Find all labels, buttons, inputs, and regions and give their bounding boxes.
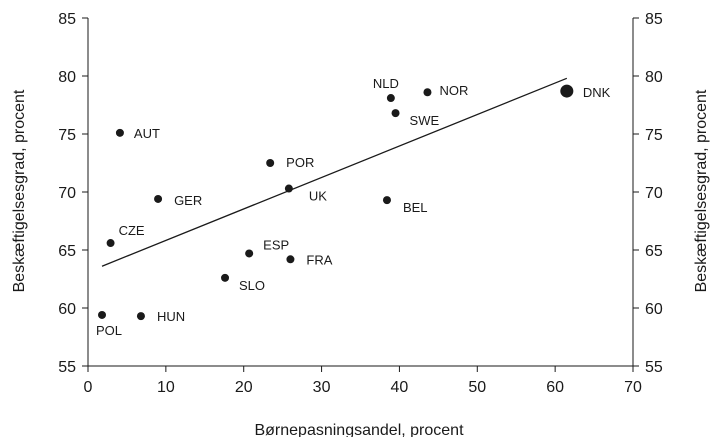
point-label-nor: NOR [439,83,468,98]
point-label-swe: SWE [410,113,440,128]
x-tick-label: 40 [391,379,409,396]
data-point-ger [154,194,163,203]
data-point-hun [136,312,145,321]
data-point-uk [284,184,293,193]
data-point-esp [245,249,254,258]
point-label-ger: GER [174,193,202,208]
x-tick-label: 50 [468,379,486,396]
y-axis-title-right: Beskæftigelsesgrad, procent [693,89,710,292]
y-tick-label-left: 65 [58,243,76,260]
y-tick-label-right: 60 [645,301,663,318]
data-point-aut [115,128,124,137]
data-point-swe [391,109,400,118]
data-point-por [266,159,275,167]
data-point-nor [423,88,432,97]
y-tick-label-left: 60 [58,301,76,318]
data-point-dnk [560,84,574,98]
x-tick-label: 30 [313,379,331,396]
x-tick-label: 10 [157,379,175,396]
y-tick-label-right: 65 [645,243,663,260]
point-label-slo: SLO [239,278,265,293]
point-label-dnk: DNK [583,85,611,100]
x-tick-label: 60 [546,379,564,396]
trendline-layer [101,77,568,267]
y-tick-label-right: 85 [645,11,663,28]
x-tick-label: 70 [624,379,642,396]
y-tick-label-right: 70 [645,185,663,202]
points-layer [98,84,574,321]
point-label-bel: BEL [403,200,428,215]
trendline [101,77,568,267]
y-tick-label-left: 55 [58,359,76,376]
point-label-cze: CZE [119,223,145,238]
y-tick-label-right: 55 [645,359,663,376]
point-label-aut: AUT [134,126,160,141]
y-tick-label-right: 80 [645,69,663,86]
data-point-pol [98,310,107,319]
data-point-nld [386,94,395,103]
y-tick-label-left: 75 [58,127,76,144]
data-point-slo [221,273,230,282]
data-point-cze [106,239,115,248]
y-tick-label-left: 80 [58,69,76,86]
point-label-pol: POL [96,323,122,338]
point-label-uk: UK [309,189,327,204]
point-label-hun: HUN [157,309,185,324]
point-label-esp: ESP [263,237,289,252]
x-tick-label: 20 [235,379,253,396]
point-label-fra: FRA [306,252,332,267]
x-axis-title: Børnepasningsandel, procent [254,422,464,437]
y-tick-label-right: 75 [645,127,663,144]
point-label-por: POR [286,155,314,170]
point-labels-layer: DNK NLD NOR SWE AUT POR UK GER BEL CZE ESP FRA SLO PO… [96,76,611,338]
data-point-bel [382,196,391,205]
y-tick-label-left: 85 [58,11,76,28]
x-tick-label: 0 [84,379,93,396]
y-tick-label-left: 70 [58,185,76,202]
point-label-nld: NLD [373,76,399,91]
y-axis-title-left: Beskæftigelsesgrad, procent [11,89,28,292]
data-point-fra [286,255,295,264]
